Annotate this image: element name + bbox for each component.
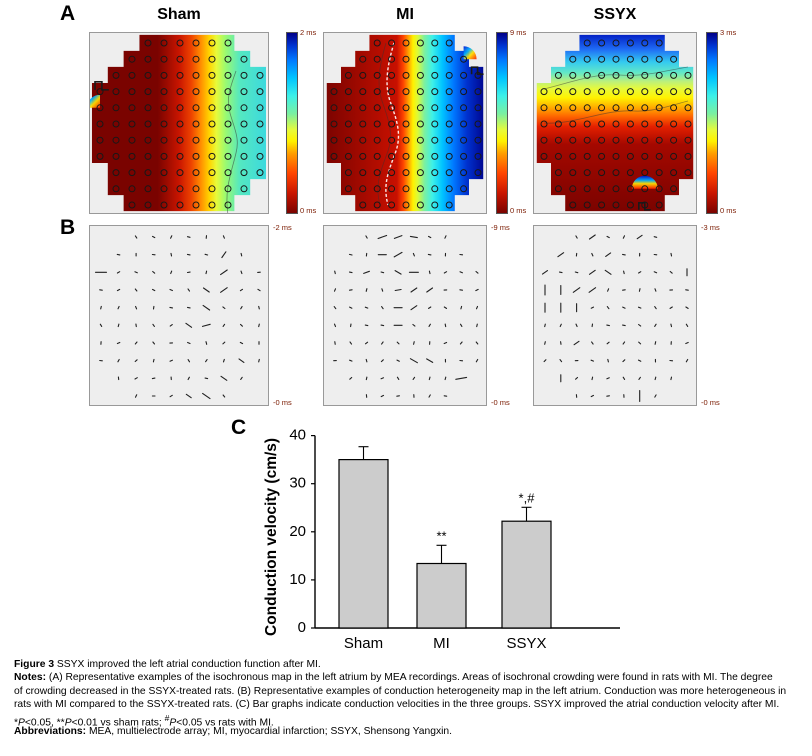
svg-text:40: 40	[289, 427, 306, 444]
svg-text:**: **	[436, 528, 446, 543]
svg-text:20: 20	[289, 523, 306, 540]
svg-text:0: 0	[298, 619, 306, 636]
svg-text:MI: MI	[433, 635, 450, 652]
svg-text:30: 30	[289, 475, 306, 492]
svg-text:*,#: *,#	[519, 490, 536, 505]
svg-text:10: 10	[289, 571, 306, 588]
svg-text:Sham: Sham	[344, 635, 383, 652]
svg-text:SSYX: SSYX	[506, 635, 546, 652]
